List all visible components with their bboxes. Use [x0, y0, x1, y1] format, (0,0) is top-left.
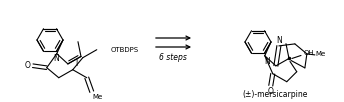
Text: Me: Me [316, 51, 326, 57]
Text: N: N [276, 36, 282, 45]
Text: N: N [264, 57, 270, 66]
Text: (±)-mersicarpine: (±)-mersicarpine [243, 90, 308, 99]
Text: Me: Me [93, 94, 103, 100]
Text: O: O [25, 61, 31, 70]
Text: N: N [53, 54, 58, 63]
Text: O: O [268, 87, 274, 96]
Text: 6 steps: 6 steps [159, 54, 187, 63]
Text: I: I [75, 59, 77, 68]
Text: OTBDPS: OTBDPS [111, 47, 139, 53]
Text: OH: OH [304, 50, 314, 57]
